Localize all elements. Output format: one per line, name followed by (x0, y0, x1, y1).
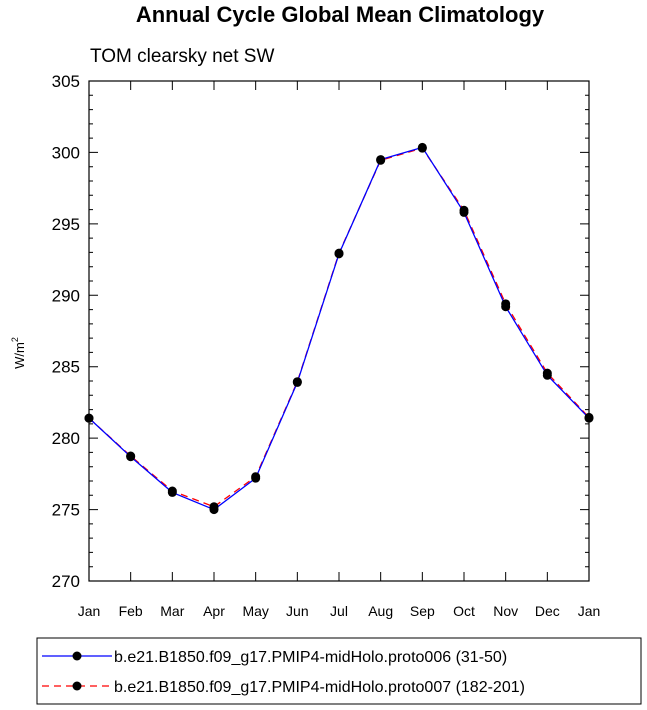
y-axis-label-superscript: 2 (10, 337, 20, 342)
series-1-point (542, 370, 552, 380)
series-1-point (459, 207, 469, 217)
series-line-1 (88, 146, 590, 511)
series-1-point (126, 452, 136, 462)
x-tick-label: May (242, 603, 268, 619)
series-1-point (334, 249, 344, 259)
y-tick-label: 305 (52, 72, 80, 91)
x-tick-label: Jun (286, 603, 309, 619)
series-1-point (251, 473, 261, 483)
series-1-point (376, 155, 386, 165)
x-tick-label: Dec (535, 603, 560, 619)
legend-marker-1 (72, 651, 82, 661)
legend-label-2: b.e21.B1850.f09_g17.PMIP4-midHolo.proto0… (114, 679, 525, 696)
x-tick-label: Jan (78, 603, 101, 619)
series-1-point (167, 487, 177, 497)
series-1-point (292, 377, 302, 387)
y-axis-label: W/m2 (10, 337, 27, 369)
legend-marker-2 (72, 681, 82, 691)
series-1-point (501, 302, 511, 312)
x-tick-label: Oct (453, 603, 475, 619)
y-axis-label-unit: W/m (12, 342, 27, 369)
x-tick-label: Feb (119, 603, 143, 619)
y-tick-label: 280 (52, 429, 80, 448)
y-tick-label: 300 (52, 143, 80, 162)
y-tick-labels: 270 275 280 285 290 295 300 305 (52, 72, 80, 591)
plot-frame (88, 80, 590, 582)
x-tick-label: Apr (203, 603, 225, 619)
y-tick-label: 295 (52, 215, 80, 234)
legend: b.e21.B1850.f09_g17.PMIP4-midHolo.proto0… (42, 649, 525, 696)
chart-title: Annual Cycle Global Mean Climatology (136, 2, 545, 27)
x-tick-label: Mar (160, 603, 184, 619)
y-tick-label: 285 (52, 358, 80, 377)
chart-subtitle: TOM clearsky net SW (90, 46, 274, 67)
x-tick-label: Jul (330, 603, 348, 619)
x-tick-labels: Jan Feb Mar Apr May Jun Jul Aug Sep Oct Nov Dec Jan (78, 603, 601, 619)
legend-box (36, 637, 642, 705)
y-tick-label: 290 (52, 286, 80, 305)
y-tick-label: 275 (52, 501, 80, 520)
series-1-point (209, 505, 219, 515)
series-layer (84, 142, 594, 515)
series-line-2 (88, 147, 590, 508)
legend-label-1: b.e21.B1850.f09_g17.PMIP4-midHolo.proto0… (114, 649, 507, 666)
axis-ticks (88, 80, 590, 582)
x-tick-label: Jan (578, 603, 601, 619)
x-tick-label: Nov (493, 603, 518, 619)
series-1-point (417, 142, 427, 152)
x-tick-label: Aug (368, 603, 393, 619)
x-tick-label: Sep (410, 603, 435, 619)
tick-marks (88, 80, 590, 582)
y-tick-label: 270 (52, 572, 80, 591)
